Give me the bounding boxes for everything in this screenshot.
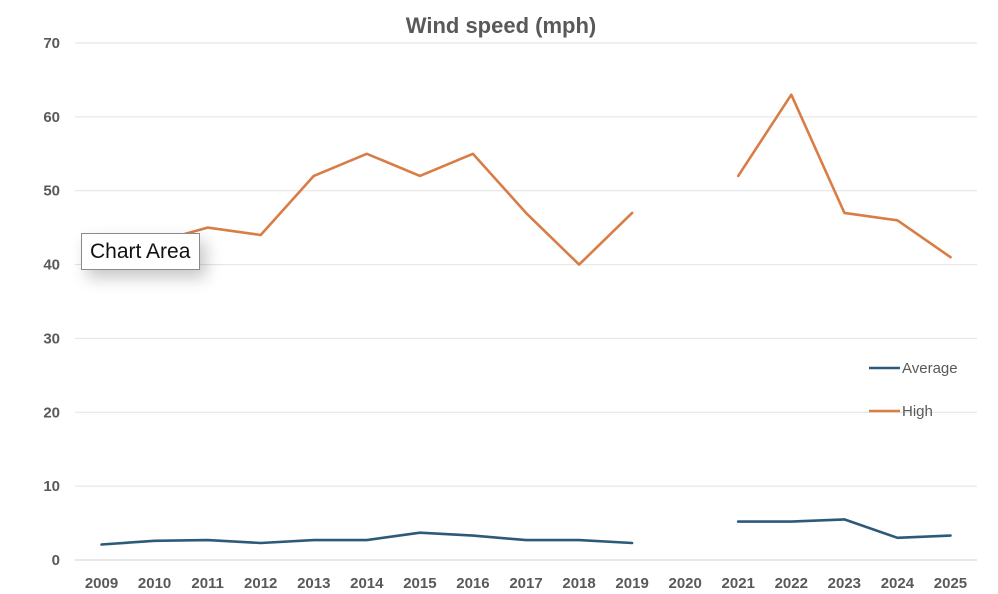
x-tick-label: 2010 <box>138 575 171 592</box>
x-tick-label: 2019 <box>615 575 648 592</box>
x-tick-label: 2021 <box>722 575 755 592</box>
x-tick-label: 2018 <box>562 575 595 592</box>
y-tick-label: 50 <box>43 183 60 200</box>
x-tick-label: 2025 <box>934 575 967 592</box>
y-tick-label: 40 <box>43 257 60 274</box>
series-line-high-1 <box>736 93 952 259</box>
y-tick-label: 0 <box>52 552 60 569</box>
chart-title: Wind speed (mph) <box>406 13 596 38</box>
y-tick-label: 10 <box>43 478 60 495</box>
series-line-average-1 <box>736 518 952 540</box>
x-tick-label: 2024 <box>881 575 915 592</box>
series-line-high-0 <box>100 152 634 266</box>
x-tick-label: 2016 <box>456 575 489 592</box>
x-tick-label: 2023 <box>828 575 861 592</box>
y-tick-label: 30 <box>43 330 60 347</box>
y-tick-label: 20 <box>43 404 60 421</box>
x-tick-label: 2014 <box>350 575 384 592</box>
chart-area-tooltip: Chart Area <box>81 233 201 270</box>
x-tick-label: 2011 <box>191 575 224 592</box>
series-line-average-0 <box>100 531 634 546</box>
legend-label-average: Average <box>902 360 958 377</box>
x-tick-label: 2015 <box>403 575 436 592</box>
x-tick-label: 2020 <box>668 575 701 592</box>
x-tick-label: 2013 <box>297 575 330 592</box>
legend-label-high: High <box>902 403 933 420</box>
x-tick-label: 2017 <box>509 575 542 592</box>
x-tick-label: 2022 <box>775 575 808 592</box>
x-tick-label: 2012 <box>244 575 277 592</box>
y-tick-label: 70 <box>43 35 60 52</box>
y-tick-label: 60 <box>43 109 60 126</box>
x-tick-label: 2009 <box>85 575 118 592</box>
